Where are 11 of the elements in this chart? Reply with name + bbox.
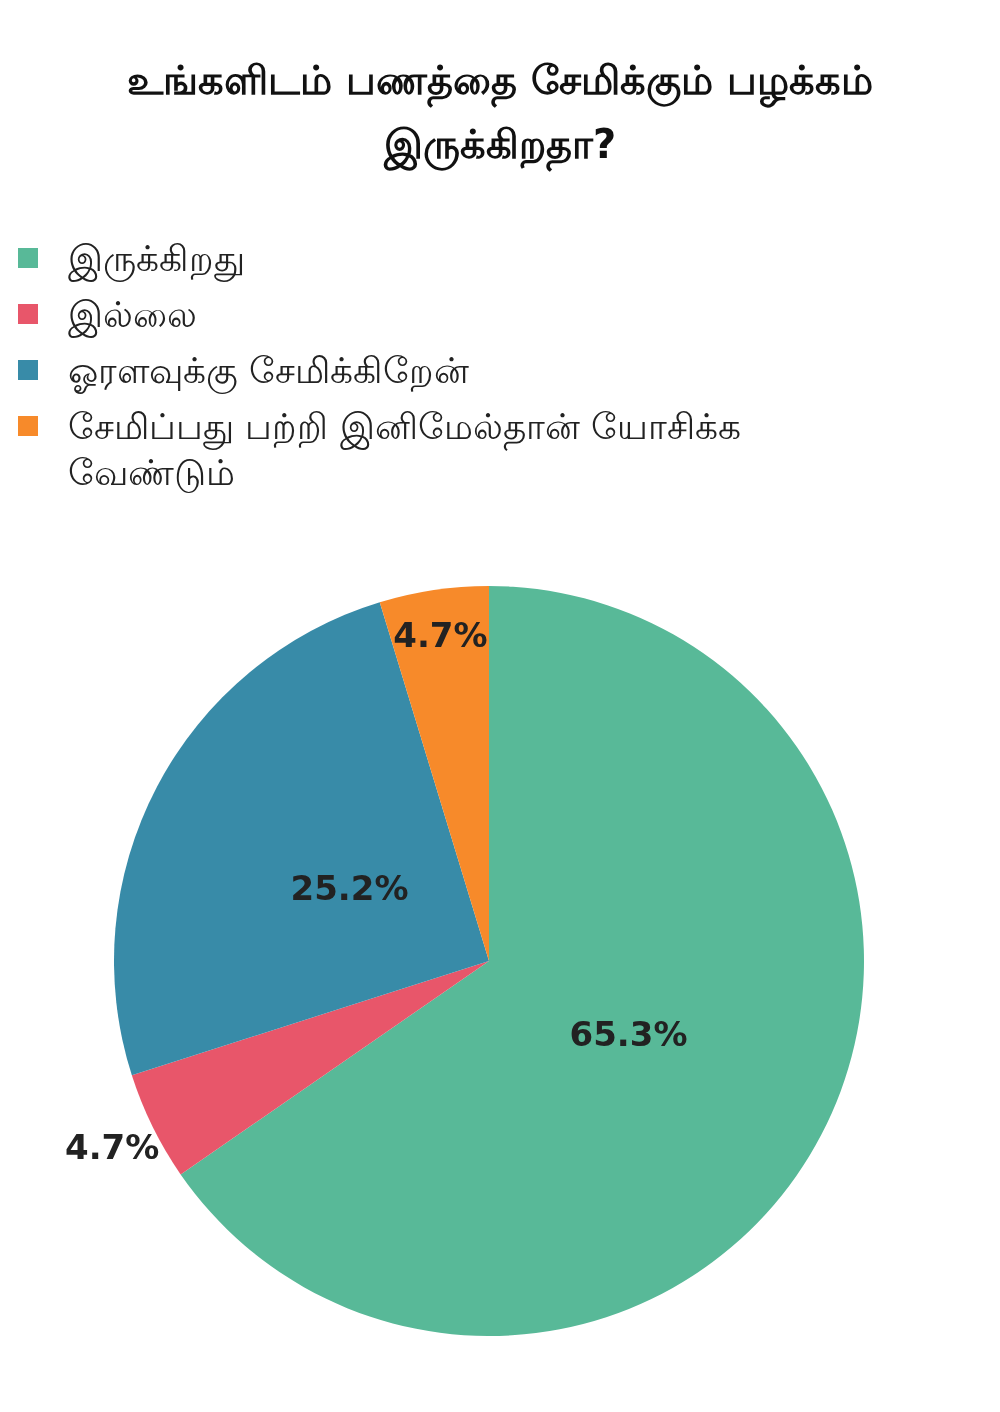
- legend-label: ஓரளவுக்கு சேமிக்கிறேன்: [68, 349, 470, 394]
- data-label: 4.7%: [393, 614, 488, 655]
- chart-title: உங்களிடம் பணத்தை சேமிக்கும் பழக்கம் இருக்கிறதா?: [126, 56, 874, 174]
- data-label: 25.2%: [290, 867, 409, 908]
- pie-slice: [114, 602, 489, 1076]
- data-label: 65.3%: [569, 1014, 688, 1055]
- data-label: 4.7%: [65, 1126, 160, 1167]
- legend-label: இருக்கிறது: [68, 237, 245, 282]
- pie-slice: [180, 586, 864, 1336]
- legend-label: சேமிப்பது பற்றி இனிமேல்தான் யோசிக்க வேண்டும்: [68, 405, 743, 495]
- legend-label: இல்லை: [68, 293, 197, 338]
